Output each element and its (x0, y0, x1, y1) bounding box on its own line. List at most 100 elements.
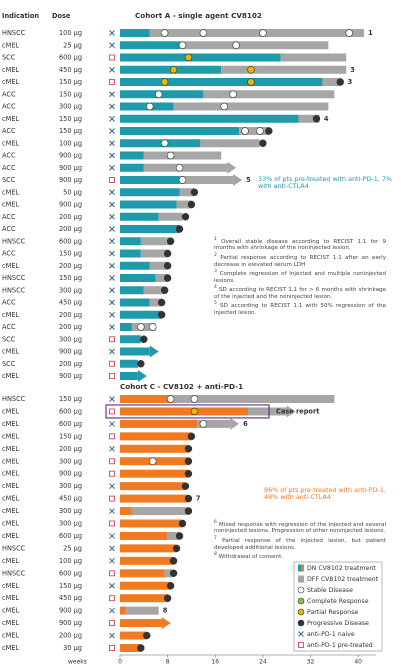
pd1-status-marker (109, 348, 115, 355)
legend-swatch (297, 597, 305, 605)
indication: cMEL (2, 482, 19, 490)
dose: 600 µg (59, 532, 82, 540)
pd1-status-marker (109, 324, 115, 330)
pd-event (137, 644, 145, 652)
indication: SCC (2, 176, 16, 184)
dose: 900 µg (59, 619, 82, 627)
dn-bar (120, 469, 189, 478)
dn-bar (120, 78, 323, 86)
dff-bar (248, 407, 287, 416)
footnote-text: Complete regression of injected and mult… (214, 270, 387, 284)
pd1-status-marker (109, 533, 115, 539)
pd1-status-marker (109, 250, 115, 257)
dn-bar (120, 188, 180, 197)
pd-event (181, 482, 190, 490)
pd-event (169, 557, 178, 565)
row-note: 1 (368, 29, 373, 37)
pd1-status-marker (109, 520, 115, 527)
dn-bar (120, 482, 186, 491)
dose: 300 µg (59, 520, 82, 528)
dff-bar (143, 286, 165, 295)
legend-label: DFF CV8102 treatment (307, 576, 379, 583)
sd-event (256, 127, 264, 135)
indication: ACC (2, 103, 16, 111)
sd-event (160, 139, 169, 147)
dff-bar (176, 200, 192, 209)
dn-bar (120, 139, 201, 148)
pd1-status-marker (109, 620, 115, 627)
indication: cMEL (2, 457, 19, 465)
pd-event (184, 445, 193, 453)
pd1-status-marker (109, 545, 115, 552)
pd-event (163, 274, 172, 282)
dose: 200 µg (59, 213, 82, 221)
ongoing-arrow (227, 161, 237, 174)
dose: 100 µg (59, 139, 82, 147)
dose: 600 µg (59, 407, 82, 415)
pd1-status-marker (109, 79, 115, 85)
dff-bar (149, 298, 162, 307)
dff-bar (298, 114, 320, 123)
sd-event (178, 176, 187, 184)
pd1-status-marker (109, 238, 115, 245)
indication: SCC (2, 54, 16, 62)
dff-bar (158, 212, 183, 221)
indication: cMEL (2, 41, 19, 49)
dff-bar (125, 606, 159, 615)
dff-bar (149, 29, 365, 37)
indication: HNSCC (2, 569, 26, 577)
legend-label: Stable Disease (307, 587, 353, 594)
indication: ACC (2, 164, 16, 172)
pd-event (143, 631, 151, 640)
dff-bar (149, 261, 168, 270)
legend-label: Complete Response (307, 598, 369, 605)
indication: HNSCC (2, 286, 26, 294)
dn-bar (120, 556, 174, 565)
footnote-mark: 6 (214, 520, 217, 525)
cohort-title: Cohort C - CV8102 + anti-PD-1 (120, 382, 243, 391)
indication: cMEL (2, 532, 19, 540)
indication: cMEL (2, 420, 19, 428)
footnote-text: Mixed response with regression of the in… (214, 521, 386, 535)
indication: cMEL (2, 619, 19, 627)
footnotes: 6 Mixed response with regression of the … (214, 520, 386, 562)
dn-bar (120, 335, 141, 344)
dose: 150 µg (59, 395, 82, 403)
pd-event (190, 188, 199, 196)
row-note: 6 (243, 420, 248, 428)
legend-swatch (298, 575, 304, 583)
dose: 450 µg (59, 495, 82, 503)
dn-bar (120, 544, 177, 553)
pr-event (184, 53, 193, 62)
sd-event (160, 29, 169, 37)
ongoing-arrow (233, 174, 243, 186)
pd-event (187, 432, 196, 441)
dose: 200 µg (59, 262, 82, 270)
dose: 300 µg (59, 482, 82, 490)
pd1-status-marker (109, 201, 115, 208)
dff-bar (200, 139, 260, 148)
row-note: 4 (324, 115, 329, 123)
pd-event (312, 115, 321, 123)
dose: 900 µg (59, 470, 82, 478)
indication: cMEL (2, 607, 19, 615)
legend-label: anti-PD-1 pre-treated (307, 642, 373, 649)
indication: ACC (2, 225, 16, 233)
dose: 600 µg (59, 237, 82, 245)
pd1-status-marker (109, 607, 115, 614)
indication: cMEL (2, 432, 19, 440)
dose: 450 µg (59, 299, 82, 307)
dose: 200 µg (59, 323, 82, 331)
footnote-text: Overall stable disease according to RECI… (214, 238, 387, 252)
pd1-status-marker (109, 360, 115, 367)
footnote-mark: 5 (214, 301, 217, 307)
pd1-status-marker (109, 189, 115, 196)
indication: cMEL (2, 557, 19, 565)
dose: 150 µg (59, 127, 82, 135)
dose: 900 µg (59, 348, 82, 356)
dn-bar (120, 53, 281, 62)
legend-swatch (298, 564, 301, 572)
dose: 100 µg (59, 29, 82, 37)
sd-event (220, 102, 228, 111)
footnotes: 1 Overall stable disease according to RE… (214, 237, 386, 317)
